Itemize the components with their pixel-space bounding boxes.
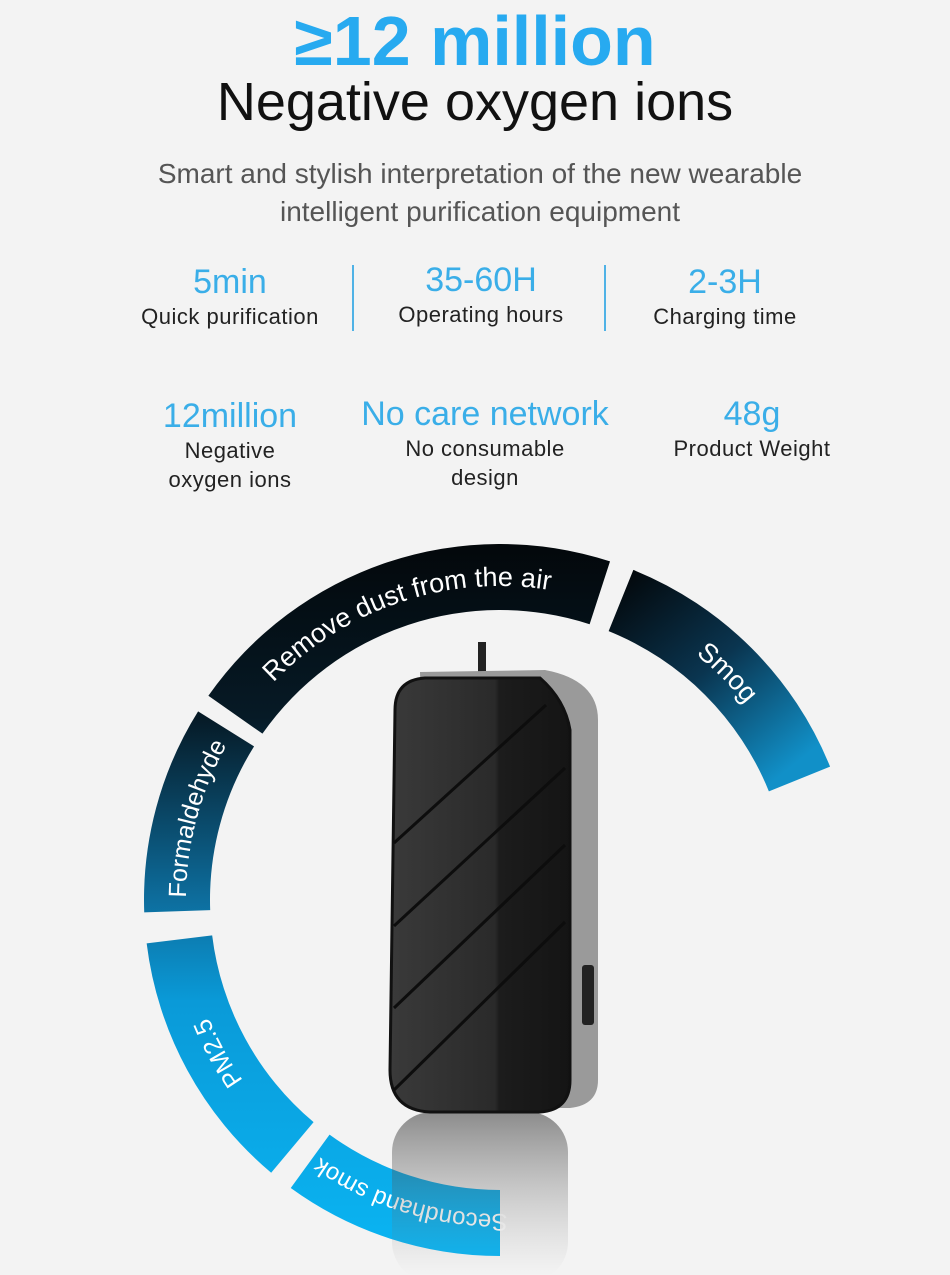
stat-charging-time: 2-3H Charging time — [605, 262, 845, 331]
segment-shape — [146, 935, 314, 1173]
stat-value: 48g — [723, 395, 781, 433]
segment-pm25: PM2.5 — [146, 935, 314, 1173]
tagline-line-1: Smart and stylish interpretation of the … — [157, 158, 803, 189]
stat-label: Quick purification — [141, 304, 319, 329]
headline: ≥12 million — [294, 2, 656, 80]
stat-quick-purification: 5min Quick purification — [110, 262, 350, 331]
segment-shape — [144, 711, 255, 913]
stat-operating-hours: 35-60H Operating hours — [361, 260, 601, 329]
stat-value: 5min — [193, 263, 267, 301]
segment-shape — [208, 544, 611, 734]
purifier-device — [388, 642, 598, 1114]
divider — [604, 265, 606, 331]
segment-smog: Smog — [608, 569, 831, 792]
stat-label-2: oxygen ions — [168, 467, 292, 492]
stat-label: Charging time — [653, 304, 797, 329]
side-button — [582, 965, 594, 1025]
subhead: Negative oxygen ions — [216, 72, 734, 132]
stat-label-1: Negative — [184, 438, 276, 463]
stat-label: Operating hours — [398, 302, 564, 327]
tagline-line-2: intelligent purification equipment — [279, 196, 681, 227]
stat-value: 35-60H — [425, 261, 537, 299]
tagline: Smart and stylish interpretation of the … — [100, 155, 860, 231]
stat-value: 2-3H — [688, 263, 762, 301]
lanyard-clip — [478, 642, 486, 678]
stat-label-1: No consumable — [405, 436, 565, 461]
stat-negative-ions: 12million Negative oxygen ions — [110, 396, 350, 494]
stat-no-care-network: No care network No consumable design — [335, 394, 635, 492]
segment-formaldehyde: Formaldehyde — [144, 711, 255, 913]
stat-label-2: design — [451, 465, 519, 490]
stat-label-1: Product Weight — [673, 436, 831, 461]
diagonal-grooves — [392, 703, 567, 1092]
stat-value: No care network — [361, 395, 609, 433]
stat-value: 12million — [162, 397, 298, 435]
device-reflection — [392, 1112, 568, 1275]
segment-shape — [608, 569, 831, 792]
divider — [352, 265, 354, 331]
stat-product-weight: 48g Product Weight — [632, 394, 872, 463]
